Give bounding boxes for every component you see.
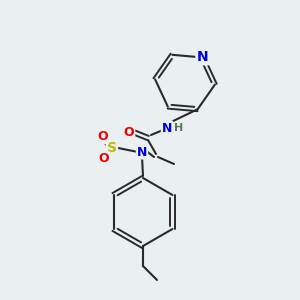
Text: O: O [124,125,134,139]
Text: N: N [162,122,172,134]
Text: S: S [107,141,117,155]
Text: O: O [99,152,109,166]
Text: H: H [174,123,184,133]
Text: O: O [98,130,108,143]
Text: N: N [137,146,147,158]
Text: N: N [196,50,208,64]
